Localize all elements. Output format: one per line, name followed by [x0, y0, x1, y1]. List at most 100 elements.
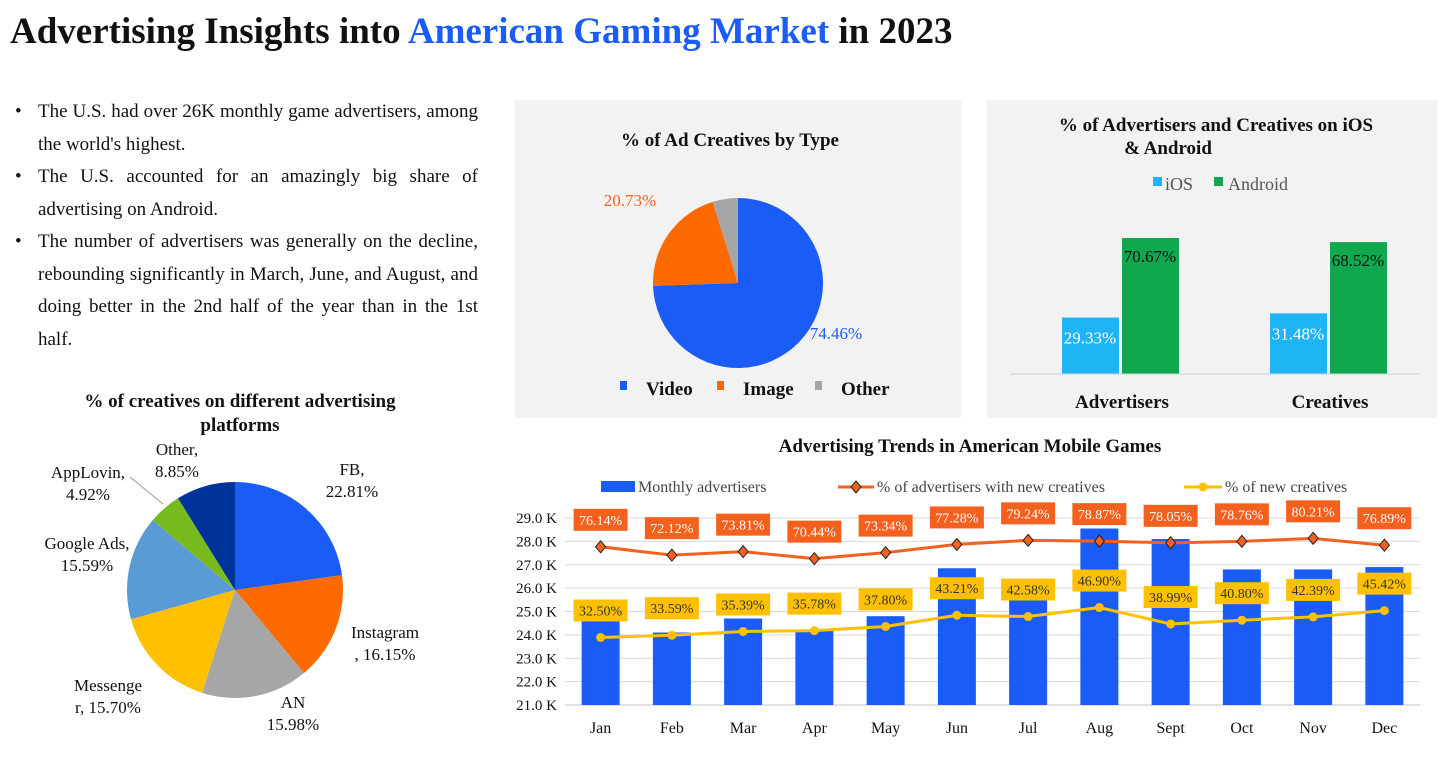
- platform-pie-title-line2: platforms: [200, 415, 279, 436]
- legend-circle-icon: [1198, 482, 1208, 492]
- data-label: 32.50%: [579, 604, 623, 619]
- platform-pie-slice-other: [177, 482, 235, 590]
- legend-label: % of new creatives: [1225, 479, 1347, 496]
- data-label-box: [1072, 569, 1127, 592]
- platform-pie-slice-applovin: [152, 498, 235, 590]
- data-label-box: [1072, 503, 1127, 526]
- circle-marker: [881, 621, 891, 631]
- data-label-box: [1143, 585, 1198, 608]
- legend-label-video: Video: [646, 379, 693, 400]
- advertisers-bar: [1009, 583, 1048, 705]
- diamond-marker: [808, 551, 821, 566]
- data-label: 77.28%: [935, 511, 979, 526]
- data-label: 38.99%: [1149, 591, 1193, 606]
- data-label: 46.90%: [1078, 575, 1122, 590]
- platform-pie-label: AppLovin,: [51, 463, 125, 482]
- circle-marker: [1237, 615, 1247, 625]
- legend-swatch-other: [815, 381, 822, 390]
- data-label: 40.80%: [1220, 587, 1264, 602]
- x-tick-label: Jan: [590, 720, 611, 737]
- legend-swatch-monthly-advertisers: [601, 481, 635, 492]
- bar-ios-advertisers: [1062, 317, 1119, 374]
- diamond-marker: [1378, 538, 1391, 553]
- insight-item: The number of advertisers was generally …: [12, 226, 478, 356]
- platform-pie-label-value: , 16.15%: [355, 645, 416, 664]
- circle-marker: [952, 610, 962, 620]
- platform-share-title: % of Advertisers and Creatives on iOS: [1059, 115, 1373, 136]
- data-label-box: [1214, 582, 1269, 605]
- bar-value-label: 70.67%: [1124, 247, 1176, 266]
- x-tick-label: Oct: [1230, 720, 1254, 737]
- platform-pie-label: Messenge: [74, 676, 142, 695]
- x-tick-label: Jun: [946, 720, 968, 737]
- data-label: 70.44%: [793, 526, 837, 541]
- diamond-marker: [1307, 531, 1319, 546]
- data-label: 35.39%: [722, 598, 766, 613]
- y-tick-label: 28.0 K: [516, 534, 557, 550]
- data-label-box: [787, 592, 842, 615]
- page-title: Advertising Insights into American Gamin…: [10, 10, 953, 53]
- circle-marker: [1379, 606, 1389, 616]
- data-label: 45.42%: [1363, 578, 1407, 593]
- advertisers-new-creatives-line: [600, 536, 1385, 561]
- category-label: Advertisers: [1075, 392, 1169, 413]
- y-tick-label: 23.0 K: [516, 651, 557, 667]
- y-tick-label: 24.0 K: [516, 628, 557, 644]
- new-creatives-line: [600, 606, 1385, 639]
- data-label-box: [1214, 503, 1269, 526]
- data-label-box: [573, 599, 628, 622]
- x-tick-label: Dec: [1371, 720, 1397, 737]
- platform-pie-label: Instagram: [351, 623, 419, 642]
- circle-marker: [1308, 612, 1318, 622]
- bar-value-label: 29.33%: [1064, 329, 1116, 348]
- platform-share-title-line2: & Android: [1124, 138, 1212, 159]
- circle-marker: [667, 630, 677, 640]
- x-tick-label: May: [871, 720, 900, 737]
- data-label-box: [1357, 507, 1412, 530]
- platform-pie-label: Other,: [156, 440, 198, 459]
- circle-marker: [1094, 603, 1104, 613]
- diamond-marker: [1164, 536, 1177, 550]
- bar-android-advertisers: [1122, 237, 1179, 374]
- data-label: 33.59%: [650, 602, 694, 617]
- platform-pie-label: AN: [281, 693, 306, 712]
- bar-value-label: 31.48%: [1272, 324, 1324, 343]
- data-label-box: [858, 588, 913, 611]
- y-tick-label: 22.0 K: [516, 675, 557, 691]
- data-label-box: [573, 508, 628, 531]
- diamond-marker: [737, 544, 749, 559]
- image-pct-label: 20.73%: [604, 191, 656, 210]
- data-label: 42.58%: [1007, 584, 1051, 599]
- circle-marker: [1023, 612, 1033, 622]
- platform-pie-title: % of creatives on different advertising: [84, 391, 396, 412]
- x-tick-label: Jul: [1019, 720, 1038, 737]
- platform-pie-label-value: 4.92%: [66, 485, 110, 504]
- category-label: Creatives: [1292, 392, 1369, 413]
- y-tick-label: 27.0 K: [516, 558, 557, 574]
- data-label: 35.78%: [793, 598, 837, 613]
- legend-label-image: Image: [743, 379, 794, 400]
- trends-title: Advertising Trends in American Mobile Ga…: [779, 436, 1162, 457]
- insight-item: The U.S. accounted for an amazingly big …: [12, 161, 478, 226]
- data-label: 37.80%: [864, 593, 908, 608]
- x-tick-label: Aug: [1086, 720, 1114, 737]
- data-label-box: [644, 597, 699, 620]
- data-label-box: [716, 513, 771, 536]
- platform-pie-label-value: r, 15.70%: [75, 698, 141, 717]
- circle-marker: [809, 626, 819, 636]
- platform-pie-label-value: 15.98%: [267, 715, 319, 734]
- data-label: 73.34%: [864, 520, 908, 535]
- platform-pie-label-value: 8.85%: [155, 462, 199, 481]
- data-label: 78.76%: [1220, 508, 1264, 523]
- diamond-marker: [1093, 534, 1106, 548]
- data-label: 76.14%: [579, 514, 623, 529]
- creative-type-pie-slice-other: [712, 198, 738, 283]
- creative-type-pie-slice-image: [653, 201, 738, 286]
- data-label: 79.24%: [1007, 507, 1051, 522]
- data-label-box: [1286, 578, 1341, 601]
- legend-swatch-video: [620, 381, 627, 390]
- diamond-marker: [666, 548, 678, 562]
- creative-type-title: % of Ad Creatives by Type: [621, 130, 839, 151]
- legend-label-android: Android: [1228, 174, 1288, 194]
- platform-pie-slice-an: [202, 590, 305, 698]
